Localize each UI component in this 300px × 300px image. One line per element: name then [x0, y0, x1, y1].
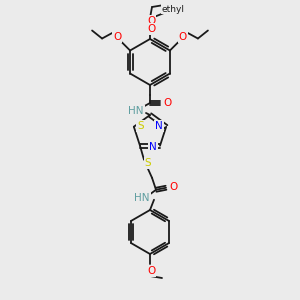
Text: S: S: [137, 121, 144, 131]
Text: N: N: [149, 142, 157, 152]
Text: O: O: [113, 32, 121, 41]
Text: S: S: [137, 121, 144, 131]
Text: O: O: [147, 266, 155, 276]
Text: O: O: [147, 266, 155, 276]
Text: ethyl: ethyl: [161, 4, 184, 14]
Text: O: O: [163, 98, 171, 108]
Text: O: O: [179, 32, 187, 41]
Text: S: S: [145, 158, 151, 168]
Text: O: O: [179, 32, 187, 41]
Text: HN: HN: [128, 106, 144, 116]
Text: O: O: [169, 182, 177, 192]
Text: HN: HN: [134, 193, 150, 203]
Text: O: O: [163, 98, 171, 108]
Text: HN: HN: [128, 106, 144, 116]
Text: S: S: [145, 158, 151, 168]
Text: O: O: [113, 32, 121, 41]
Text: O: O: [147, 16, 155, 26]
Text: N: N: [155, 121, 163, 131]
Text: N: N: [149, 142, 157, 152]
Text: HN: HN: [134, 193, 150, 203]
Text: O: O: [169, 182, 177, 192]
Text: N: N: [155, 121, 163, 131]
Text: O: O: [147, 24, 155, 34]
